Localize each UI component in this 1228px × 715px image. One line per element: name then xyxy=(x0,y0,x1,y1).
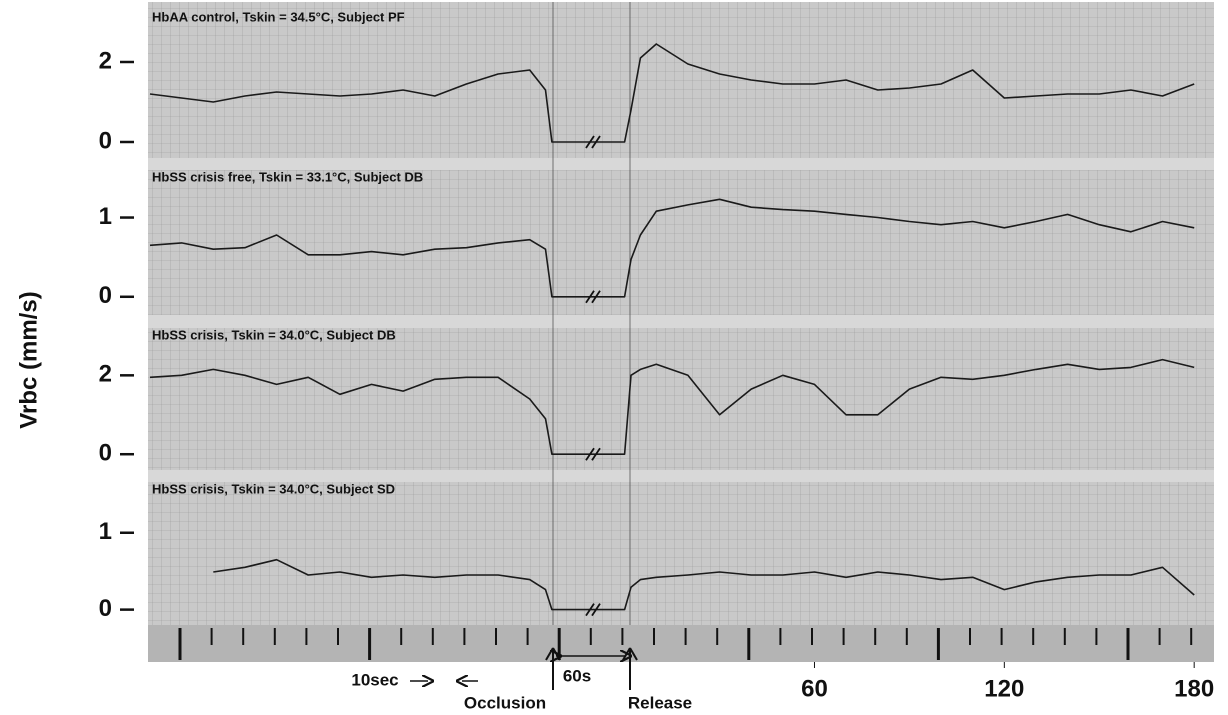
break-mark xyxy=(585,603,601,617)
y-tick-label: 0 xyxy=(99,595,112,622)
y-tick-label: 1 xyxy=(99,518,112,545)
panel-title: HbSS crisis, Tskin = 34.0°C, Subject DB xyxy=(152,327,396,342)
y-tick-label: 2 xyxy=(99,47,112,74)
trace xyxy=(213,558,1195,611)
trace xyxy=(149,43,1195,143)
panel-title: HbSS crisis free, Tskin = 33.1°C, Subjec… xyxy=(152,169,423,184)
x-tick-label: 180 xyxy=(1174,675,1214,702)
x-tick-label: 60 xyxy=(801,675,828,702)
break-mark xyxy=(585,135,601,149)
time-strip xyxy=(148,625,1214,662)
panel-gap xyxy=(148,470,1214,482)
break-mark xyxy=(585,290,601,304)
y-tick-label: 0 xyxy=(99,282,112,309)
panel-title: HbSS crisis, Tskin = 34.0°C, Subject SD xyxy=(152,481,395,496)
occlusion-label: Occlusion xyxy=(464,693,546,712)
release-label: Release xyxy=(628,693,692,712)
x-tick-label: 120 xyxy=(984,675,1024,702)
y-axis-label: Vrbc (mm/s) xyxy=(15,291,42,428)
duration-label: 60s xyxy=(563,666,591,685)
ten-sec-label: 10sec xyxy=(351,670,398,689)
trace xyxy=(149,358,1195,455)
panel-gap xyxy=(148,158,1214,170)
break-mark xyxy=(585,447,601,461)
paper-grid xyxy=(148,2,1214,662)
y-tick-label: 1 xyxy=(99,203,112,230)
panel-gap xyxy=(148,315,1214,328)
trace xyxy=(149,198,1195,298)
y-tick-label: 0 xyxy=(99,127,112,154)
y-tick-label: 0 xyxy=(99,440,112,467)
y-tick-label: 2 xyxy=(99,361,112,388)
panel-title: HbAA control, Tskin = 34.5°C, Subject PF xyxy=(152,9,405,24)
